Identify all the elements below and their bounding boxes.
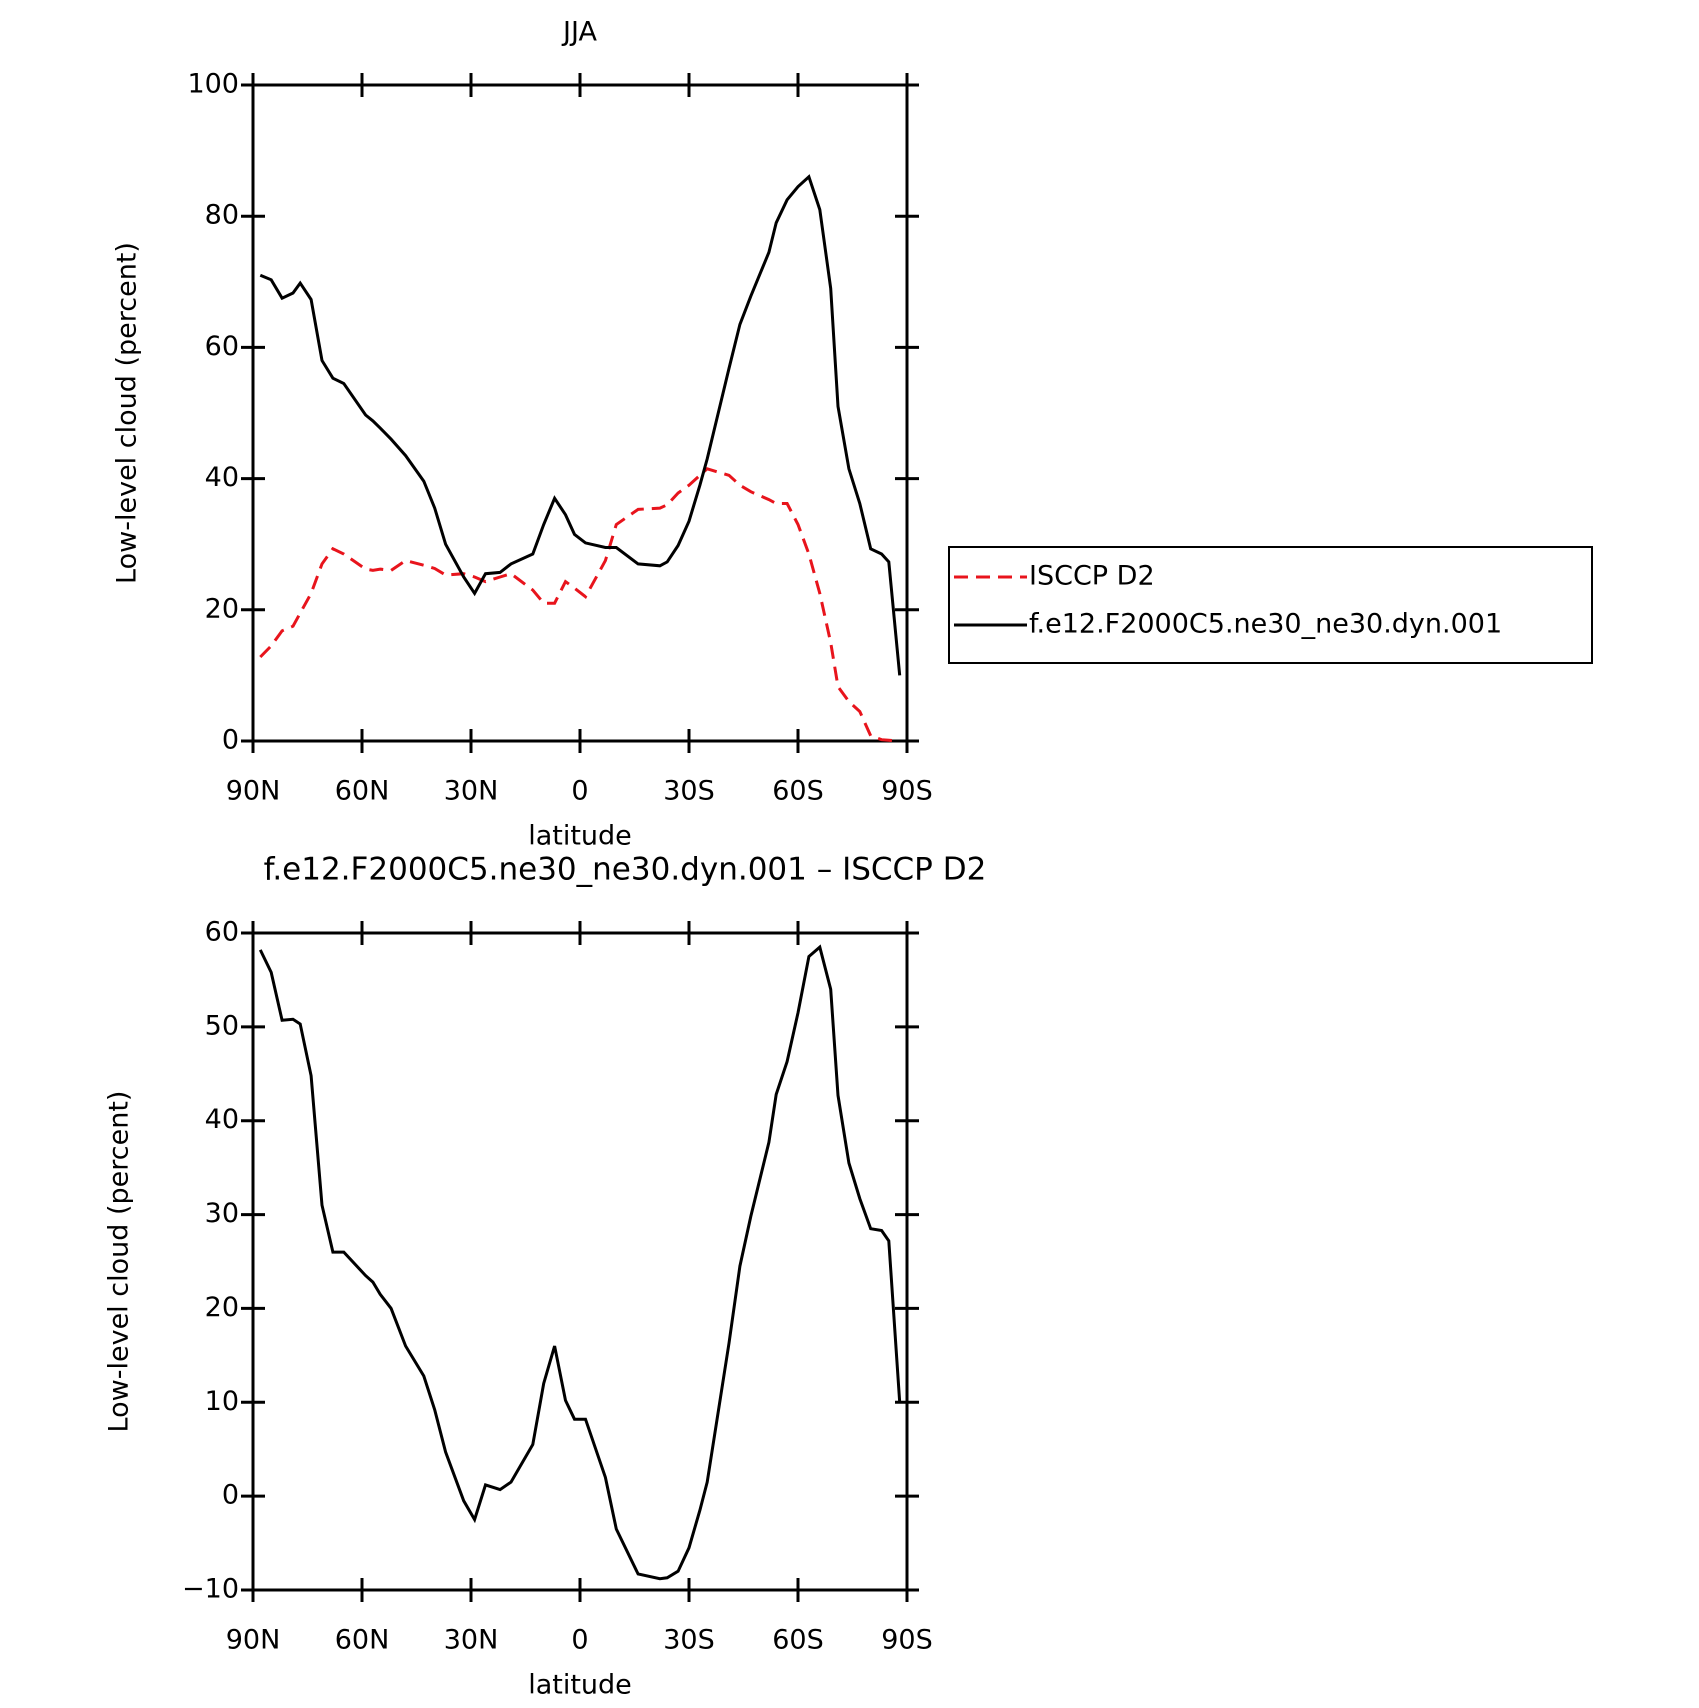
data-line	[259, 467, 900, 743]
x-tick-label: 30N	[444, 1625, 499, 1656]
y-tick-label: 0	[222, 725, 239, 756]
x-tick-label: 90N	[226, 776, 281, 807]
data-line	[259, 174, 902, 676]
legend-box	[948, 546, 1593, 664]
y-axis-label: Low-level cloud (percent)	[104, 1091, 135, 1433]
y-tick-label: −10	[182, 1574, 239, 1605]
y-tick-label: 10	[205, 1386, 239, 1417]
x-tick-label: 90N	[226, 1625, 281, 1656]
x-tick-label: 0	[571, 776, 588, 807]
x-tick-label: 60N	[335, 1625, 390, 1656]
legend-label: f.e12.F2000C5.ne30_ne30.dyn.001	[1029, 609, 1502, 640]
plot-frame	[251, 83, 909, 743]
x-tick-label: 60N	[335, 776, 390, 807]
x-axis-label: latitude	[528, 821, 632, 852]
x-tick-label: 0	[571, 1625, 588, 1656]
x-tick-label: 90S	[881, 776, 933, 807]
y-tick-label: 40	[205, 1104, 239, 1135]
chart-title: f.e12.F2000C5.ne30_ne30.dyn.001 – ISCCP …	[264, 852, 987, 888]
x-tick-label: 30S	[663, 776, 715, 807]
y-tick-label: 60	[205, 331, 239, 362]
y-tick-label: 30	[205, 1198, 239, 1229]
chart-title: JJA	[561, 17, 597, 48]
x-tick-label: 60S	[772, 1625, 824, 1656]
y-tick-label: 20	[205, 1292, 239, 1323]
y-tick-label: 50	[205, 1010, 239, 1041]
y-tick-label: 0	[222, 1480, 239, 1511]
x-tick-label: 30S	[663, 1625, 715, 1656]
y-axis-label: Low-level cloud (percent)	[112, 242, 143, 584]
y-tick-label: 60	[205, 917, 239, 948]
y-tick-label: 80	[205, 200, 239, 231]
x-tick-label: 90S	[881, 1625, 933, 1656]
legend-label: ISCCP D2	[1029, 561, 1155, 592]
y-tick-label: 20	[205, 593, 239, 624]
x-tick-label: 30N	[444, 776, 499, 807]
data-line	[258, 944, 902, 1581]
x-tick-label: 60S	[772, 776, 824, 807]
y-tick-label: 40	[205, 462, 239, 493]
x-axis-label: latitude	[528, 1670, 632, 1701]
y-tick-label: 100	[187, 69, 239, 100]
